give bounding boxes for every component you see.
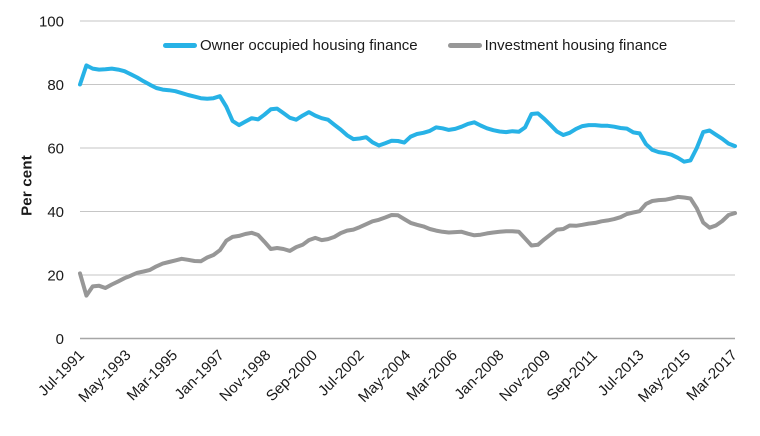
legend-item-investment: Investment housing finance [447,36,668,54]
x-tick-label: Mar-2006 [403,347,460,404]
legend-label-investment: Investment housing finance [484,36,668,54]
y-tick-label: 0 [56,331,64,348]
x-tick-label: Mar-2017 [683,347,740,404]
x-tick-label: Sep-2000 [263,347,321,405]
y-tick-label: 80 [47,77,64,94]
investment-line-swatch-icon [447,42,482,48]
investment-line-series [78,194,737,298]
owner-occupied-line-swatch-icon [163,42,197,48]
y-axis-title: Per cent [18,155,36,216]
legend-label-owner-occupied: Owner occupied housing finance [200,36,418,54]
y-tick-label: 100 [39,14,64,31]
legend-item-owner-occupied: Owner occupied housing finance [163,36,418,54]
y-tick-label: 60 [47,141,64,158]
x-tick-label: Sep-2011 [544,347,601,404]
legend: Owner occupied housing finance Investmen… [163,36,667,54]
x-tick-label: Nov-2009 [496,347,554,405]
owner-occupied-line-series [78,63,737,164]
x-tick-label: Mar-1995 [124,347,181,404]
y-tick-label: 40 [47,204,64,221]
y-tick-label: 20 [47,268,64,285]
